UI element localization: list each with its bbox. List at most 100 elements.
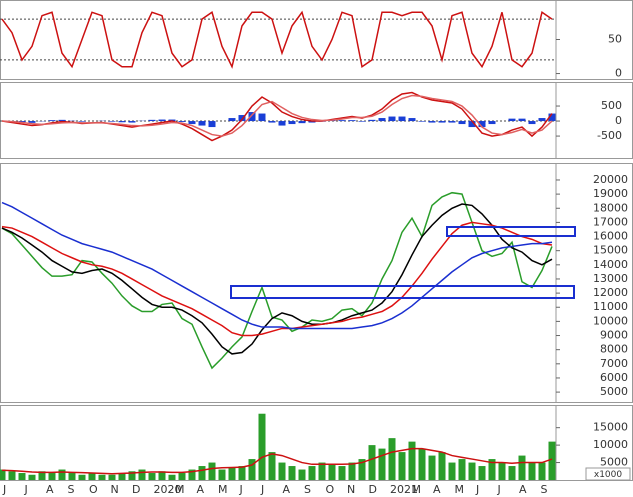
bar bbox=[148, 119, 156, 122]
x-tick-label: N bbox=[111, 483, 119, 496]
bar bbox=[18, 473, 26, 480]
series-line bbox=[1, 191, 553, 370]
bar bbox=[368, 445, 376, 480]
bar bbox=[108, 474, 116, 480]
bar bbox=[48, 473, 56, 480]
bar bbox=[8, 471, 16, 480]
x-tick-label: O bbox=[326, 483, 335, 496]
y-tick-label: -500 bbox=[597, 129, 622, 142]
bar bbox=[298, 121, 306, 124]
bar bbox=[68, 473, 76, 480]
y-tick-label: 13000 bbox=[593, 272, 628, 285]
x-tick-label: N bbox=[347, 483, 355, 496]
y-tick-label: 14000 bbox=[593, 258, 628, 271]
bar bbox=[278, 462, 286, 480]
y-tick-label: 10000 bbox=[593, 438, 628, 451]
bar bbox=[448, 462, 456, 480]
x-tick-label: M bbox=[218, 483, 228, 496]
bar bbox=[378, 118, 386, 122]
bar bbox=[138, 469, 146, 480]
y-tick-label: 16000 bbox=[593, 230, 628, 243]
bar bbox=[188, 469, 196, 480]
bar bbox=[368, 119, 376, 122]
unit-box bbox=[585, 467, 631, 481]
bar bbox=[408, 118, 416, 122]
bar bbox=[458, 121, 466, 125]
y-tick-label: 50 bbox=[608, 33, 622, 46]
bar bbox=[348, 462, 356, 480]
bar bbox=[158, 471, 166, 480]
series-line bbox=[1, 447, 553, 475]
bar bbox=[178, 121, 186, 122]
y-tick-label: 9000 bbox=[600, 329, 628, 342]
bar bbox=[28, 474, 36, 480]
y-tick-label: 10000 bbox=[593, 314, 628, 327]
bar bbox=[258, 413, 266, 480]
bar bbox=[248, 112, 256, 122]
y-tick-label: 5000 bbox=[600, 385, 628, 398]
bar bbox=[338, 466, 346, 480]
bar bbox=[128, 121, 136, 123]
y-unit-label: x1000 bbox=[594, 470, 623, 480]
series-line bbox=[1, 91, 553, 142]
series-line bbox=[1, 203, 553, 355]
bar bbox=[538, 118, 546, 122]
x-tick-label: D bbox=[369, 483, 377, 496]
bar bbox=[488, 459, 496, 480]
bar bbox=[268, 452, 276, 480]
bar bbox=[378, 448, 386, 480]
y-tick-label: 15000 bbox=[593, 244, 628, 257]
y-tick-label: 6000 bbox=[600, 371, 628, 384]
bar bbox=[518, 455, 526, 480]
bar bbox=[158, 119, 166, 122]
bar bbox=[538, 462, 546, 480]
bar bbox=[268, 121, 276, 123]
bar bbox=[448, 121, 456, 123]
y-tick-label: 5000 bbox=[600, 456, 628, 469]
bar bbox=[38, 471, 46, 480]
bar bbox=[248, 459, 256, 480]
bar bbox=[108, 121, 116, 122]
bar bbox=[528, 462, 536, 480]
resistance-zone-box bbox=[446, 226, 576, 237]
x-tick-label: A bbox=[46, 483, 54, 496]
bar bbox=[218, 469, 226, 480]
bar bbox=[48, 120, 56, 122]
x-tick-label: 2021 bbox=[390, 483, 418, 496]
x-tick-label: S bbox=[68, 483, 75, 496]
x-tick-label: J bbox=[2, 483, 6, 496]
bar bbox=[238, 466, 246, 480]
x-tick-label: A bbox=[197, 483, 205, 496]
bar bbox=[148, 473, 156, 480]
bar bbox=[88, 473, 96, 480]
bar bbox=[348, 120, 356, 122]
panel-frame bbox=[0, 0, 633, 80]
bar bbox=[178, 473, 186, 480]
bar bbox=[28, 121, 36, 123]
y-tick-label: 18000 bbox=[593, 201, 628, 214]
y-tick-label: 17000 bbox=[593, 215, 628, 228]
bar bbox=[328, 464, 336, 480]
bar bbox=[518, 118, 526, 122]
y-tick-label: 7000 bbox=[600, 357, 628, 370]
bar bbox=[58, 119, 66, 122]
bar bbox=[478, 121, 486, 128]
bar bbox=[238, 115, 246, 122]
x-tick-label: J bbox=[24, 483, 28, 496]
bar bbox=[418, 448, 426, 480]
x-tick-label: S bbox=[541, 483, 548, 496]
x-tick-label: J bbox=[239, 483, 243, 496]
bar bbox=[198, 466, 206, 480]
bar bbox=[228, 118, 236, 122]
y-tick-label: 0 bbox=[615, 114, 622, 127]
bar bbox=[278, 121, 286, 126]
x-tick-label: A bbox=[519, 483, 527, 496]
x-tick-label: M bbox=[455, 483, 465, 496]
y-tick-label: 0 bbox=[615, 67, 622, 80]
support-zone-box bbox=[230, 285, 575, 299]
x-tick-label: D bbox=[132, 483, 140, 496]
bar bbox=[398, 452, 406, 480]
bar bbox=[128, 471, 136, 480]
bar bbox=[528, 121, 536, 125]
